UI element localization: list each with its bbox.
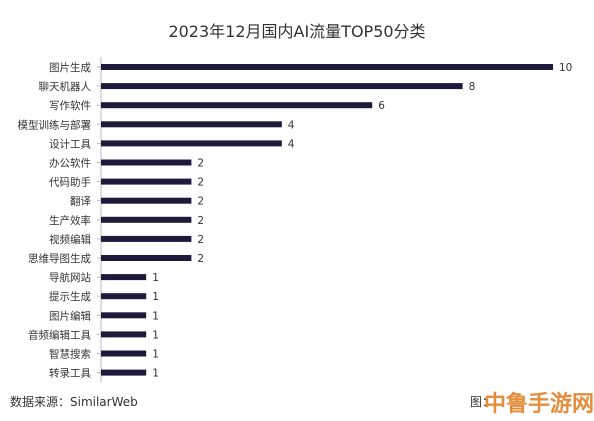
bar <box>101 102 373 109</box>
chart-title: 2023年12月国内AI流量TOP50分类 <box>168 22 426 41</box>
bar <box>101 293 147 300</box>
value-label: 10 <box>559 62 572 74</box>
value-label: 1 <box>152 349 159 361</box>
category-label: 聊天机器人 <box>39 80 92 93</box>
value-label: 4 <box>288 138 295 150</box>
source-note: 数据来源：SimilarWeb <box>10 395 138 409</box>
value-label: 6 <box>378 100 385 112</box>
watermark-logo: 中鲁手游网 <box>484 392 594 417</box>
category-label: 设计工具 <box>49 137 91 150</box>
bar <box>101 216 192 223</box>
bar <box>101 178 192 185</box>
bar <box>101 159 192 166</box>
category-label: 生产效率 <box>49 214 91 227</box>
value-label: 1 <box>152 310 159 322</box>
category-label: 视频编辑 <box>49 233 91 246</box>
bar <box>101 140 282 147</box>
category-label: 办公软件 <box>49 157 91 170</box>
category-label: 思维导图生成 <box>28 252 91 265</box>
value-label: 2 <box>197 234 204 246</box>
value-label: 2 <box>197 215 204 227</box>
value-label: 4 <box>288 119 295 131</box>
bar <box>101 255 192 261</box>
value-label: 2 <box>197 177 204 189</box>
category-label: 音频编辑工具 <box>28 328 91 341</box>
value-label: 2 <box>197 196 204 208</box>
bar <box>101 121 282 128</box>
category-label: 智慧搜索 <box>49 348 91 361</box>
value-label: 1 <box>152 291 159 303</box>
bar <box>101 350 147 357</box>
bar <box>101 331 147 338</box>
category-label: 图片编辑 <box>49 309 91 322</box>
value-label: 2 <box>197 253 204 265</box>
category-label: 提示生成 <box>49 290 91 303</box>
value-label: 1 <box>152 272 159 284</box>
credit-note: 图： <box>470 395 495 409</box>
category-label: 导航网站 <box>49 271 91 284</box>
category-label: 模型训练与部署 <box>18 118 92 131</box>
value-label: 2 <box>197 158 204 170</box>
category-label: 代码助手 <box>49 176 91 189</box>
bar <box>101 369 147 376</box>
bar <box>101 197 192 204</box>
bar <box>101 64 553 70</box>
bar <box>101 274 147 281</box>
category-label: 图片生成 <box>49 61 91 74</box>
value-label: 8 <box>469 81 476 93</box>
value-label: 1 <box>152 368 159 380</box>
category-label: 翻译 <box>70 195 91 208</box>
category-label: 转录工具 <box>49 367 91 380</box>
bar <box>101 83 463 90</box>
category-label: 写作软件 <box>49 99 91 112</box>
bar <box>101 235 192 242</box>
value-label: 1 <box>152 329 159 341</box>
bar <box>101 312 147 319</box>
